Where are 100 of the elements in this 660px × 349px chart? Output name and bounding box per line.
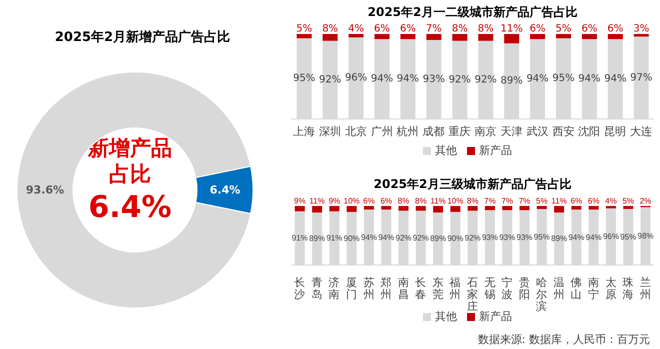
source-note: 数据来源: 数据库，人民币：百万元 — [478, 332, 650, 347]
x-tick-label: 长春 — [415, 276, 426, 301]
data-label: 92% — [464, 233, 481, 242]
data-label: 98% — [638, 232, 654, 241]
data-label: 94% — [370, 74, 394, 85]
bar — [400, 34, 416, 40]
data-label: 92% — [319, 74, 342, 86]
data-label: 94% — [586, 232, 602, 242]
x-tick-label: 成都 — [422, 124, 445, 138]
bar — [374, 34, 390, 40]
data-label: 94% — [396, 74, 420, 85]
x-tick-label: 北京 — [344, 124, 367, 138]
data-label: 6% — [380, 196, 392, 206]
data-label: 6% — [588, 196, 600, 206]
data-label: 8% — [452, 24, 468, 34]
data-label: 6% — [570, 196, 582, 206]
x-tick-label: 武汉 — [526, 124, 548, 138]
bar — [536, 206, 547, 209]
data-label: 96% — [344, 72, 368, 84]
data-label: 8% — [415, 196, 427, 206]
data-label: 8% — [322, 24, 338, 34]
x-tick-label: 深圳 — [318, 124, 341, 138]
bar — [571, 206, 582, 210]
x-tick-label: 西安 — [552, 124, 574, 138]
data-label: 94% — [578, 74, 601, 85]
bar — [381, 206, 392, 210]
x-tick-label: 宁波 — [502, 276, 513, 301]
data-label: 4% — [348, 24, 364, 34]
data-label: 90% — [344, 234, 360, 243]
bar — [348, 34, 364, 38]
bar — [504, 34, 520, 44]
bar — [468, 206, 478, 211]
bar — [452, 34, 468, 41]
data-label: 4% — [605, 196, 617, 206]
data-label: 92% — [396, 233, 412, 242]
x-tick-label: 东莞 — [432, 276, 444, 301]
x-tick-label: 福州 — [450, 276, 461, 301]
bar — [433, 206, 444, 212]
data-label: 6% — [607, 24, 624, 34]
data-label: 9% — [328, 196, 340, 206]
bar — [623, 206, 634, 209]
data-label: 91% — [292, 234, 308, 243]
bar — [346, 206, 357, 212]
data-label: 7% — [518, 196, 530, 206]
data-label: 11% — [500, 24, 523, 34]
x-tick-label: 昆明 — [604, 124, 626, 138]
data-label: 94% — [604, 74, 626, 85]
data-label: 95% — [534, 232, 550, 242]
chart-title: 2025年2月三级城市新产品广告占比 — [372, 176, 572, 193]
data-label: 6.4% — [210, 183, 240, 196]
data-label: 3% — [633, 24, 650, 34]
x-tick-label: 南京 — [474, 124, 496, 138]
bar — [312, 206, 322, 212]
data-label: 6% — [374, 24, 390, 34]
data-label: 8% — [398, 196, 410, 206]
bar — [329, 206, 340, 212]
x-tick-label: 珠海 — [622, 276, 634, 301]
data-label: 94% — [526, 74, 549, 85]
x-tick-label: 贵阳 — [518, 276, 530, 301]
x-tick-label: 太原 — [605, 276, 616, 301]
bar — [294, 206, 305, 212]
data-label: 89% — [430, 234, 446, 244]
data-label: 89% — [309, 234, 326, 244]
x-tick-label: 石家庄 — [467, 276, 478, 313]
data-label: 95% — [293, 73, 316, 84]
data-label: 6% — [530, 24, 546, 34]
bar — [556, 34, 571, 38]
bar — [502, 206, 512, 210]
data-label: 11% — [309, 196, 325, 206]
data-label: 93% — [482, 233, 498, 242]
data-label: 92% — [474, 74, 497, 86]
bar — [478, 34, 494, 41]
x-tick-label: 广州 — [370, 124, 393, 138]
chart-title: 2025年2月新增产品广告占比 — [54, 28, 232, 46]
data-label: 94% — [360, 232, 377, 242]
data-label: 93% — [499, 233, 516, 242]
bar — [364, 206, 374, 210]
x-tick-label: 杭州 — [396, 124, 419, 138]
x-tick-label: 天津 — [500, 124, 522, 138]
data-label: 95% — [552, 73, 575, 84]
bar — [426, 34, 442, 40]
data-label: 6% — [400, 24, 416, 34]
x-tick-label: 青岛 — [311, 276, 322, 301]
x-tick-label: 佛山 — [570, 276, 582, 301]
x-tick-label: 厦门 — [346, 276, 357, 301]
legend-label: 新产品 — [479, 144, 512, 157]
data-label: 93% — [422, 74, 445, 85]
x-tick-label: 长沙 — [294, 276, 306, 301]
bar — [484, 206, 495, 210]
bar — [520, 206, 530, 210]
text: 6.4% — [88, 190, 172, 225]
x-tick-label: 郑州 — [380, 276, 392, 301]
data-label: 89% — [551, 234, 568, 244]
data-label: 8% — [466, 196, 478, 206]
data-label: 94% — [378, 232, 394, 242]
data-label: 10% — [447, 196, 464, 206]
data-label: 7% — [426, 24, 442, 34]
data-label: 5% — [556, 24, 572, 34]
x-tick-label: 南宁 — [588, 276, 599, 301]
legend-label: 其他 — [435, 144, 457, 157]
